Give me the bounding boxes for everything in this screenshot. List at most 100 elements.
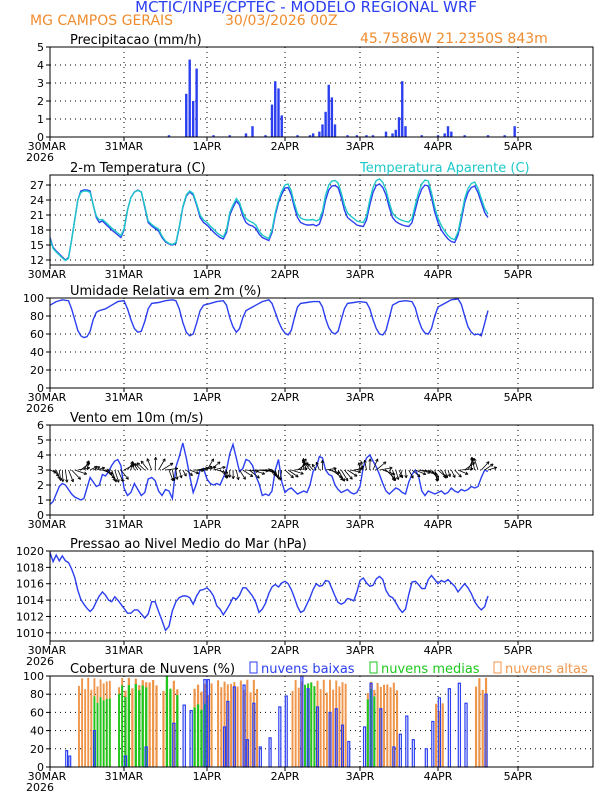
wind-arrow <box>450 469 456 478</box>
wind-arrow <box>222 469 228 479</box>
cloud-bar-medias <box>138 690 141 767</box>
y-tick-label: 15 <box>30 239 44 252</box>
wind-arrow-head <box>86 460 91 464</box>
precip-bar <box>463 135 466 137</box>
wind-arrow <box>418 469 431 474</box>
x-tick-label: 5APR <box>504 770 533 783</box>
wind-arrow-head <box>101 466 106 470</box>
x-tick-label: 5APR <box>504 644 533 657</box>
cloud-bar-medias <box>304 684 306 767</box>
cloud-bar-altas <box>325 692 328 767</box>
precip-bar <box>212 135 215 137</box>
legend-swatch <box>493 661 502 674</box>
cloud-bar-medias <box>307 683 310 767</box>
wind-arrow <box>52 469 60 477</box>
precip-bar <box>188 59 191 137</box>
wind-arrow-head <box>303 458 307 462</box>
x-tick-label: 31MAR <box>105 391 144 404</box>
cloud-bar-medias <box>310 682 313 767</box>
x-tick-label: 3APR <box>346 140 375 153</box>
wind-arrow-head <box>261 471 266 475</box>
wind-arrow-head <box>278 477 283 481</box>
x-tick-label: 5APR <box>504 140 533 153</box>
wind-arrow <box>447 469 451 477</box>
cloud-bar-medias <box>134 684 137 767</box>
wind-arrow-head <box>435 478 439 482</box>
wind-arrow-head <box>359 461 364 465</box>
legend-label: nuvens medias <box>381 662 480 677</box>
precip-bar <box>274 81 277 137</box>
wind-arrow-head <box>120 478 124 482</box>
cloud-bar-baixas <box>411 739 415 768</box>
cloud-bar-altas <box>90 689 93 767</box>
legend-swatch <box>249 661 258 674</box>
wind-arrow <box>61 469 64 482</box>
wind-arrow <box>379 467 393 471</box>
wind-arrow <box>216 469 228 474</box>
wind-arrow <box>203 466 217 471</box>
wind-arrow <box>185 469 193 476</box>
wind-arrow <box>193 469 205 471</box>
precip-bar <box>191 101 195 137</box>
x-tick-label: 3APR <box>346 770 375 783</box>
x-tick-label: 3APR <box>346 518 375 531</box>
panel-precip: 0 1 2 3 4 5 30MAR 31MAR 1APR 2APR 3APR 4APR 5APR 2026… <box>26 33 594 164</box>
legend-label: nuvens baixas <box>261 662 355 677</box>
wind-arrow <box>55 469 61 480</box>
wind-arrow-head <box>249 473 254 477</box>
cloud-bar-altas <box>256 689 259 767</box>
wind-arrow <box>239 469 246 480</box>
plot-frame <box>49 46 594 138</box>
x-tick-label: 3APR <box>346 644 375 657</box>
wind-arrow-head <box>195 471 200 475</box>
wind-arrow <box>68 469 74 483</box>
wind-arrow <box>399 469 403 478</box>
wind-arrow <box>440 469 447 479</box>
cloud-bar-altas <box>322 679 325 767</box>
y-tick-label: 20 <box>30 743 44 756</box>
wind-arrow-head <box>349 476 353 480</box>
y-tick-label: 100 <box>23 670 44 683</box>
cloud-bar-altas <box>319 689 322 767</box>
x-tick-label: 30MAR <box>28 770 67 783</box>
cloud-bar-altas <box>291 690 294 767</box>
panel-temp: 12 15 18 21 24 27 30MAR 31MAR 1APR 2APR 3APR 4APR 5A… <box>28 161 594 281</box>
cloud-bar-medias <box>373 696 376 767</box>
cloud-bar-altas <box>294 680 297 767</box>
wind-arrow-head <box>172 477 176 481</box>
precip-bar <box>404 126 407 137</box>
cloud-bar-altas <box>230 683 233 767</box>
cloud-bar-baixas <box>457 682 462 768</box>
wind-arrow-head <box>410 475 414 479</box>
cloud-bar-altas <box>316 680 319 767</box>
cloud-bar-medias <box>105 698 108 767</box>
precip-bar <box>228 135 231 137</box>
cloud-bar-altas <box>376 682 379 767</box>
precip-bar <box>394 129 397 137</box>
wind-arrow-head <box>140 460 144 464</box>
wind-arrow <box>199 466 213 471</box>
cloud-bar-altas <box>78 685 80 767</box>
x-tick-label: 30MAR <box>28 391 67 404</box>
precip-bar <box>446 126 450 137</box>
wind-arrow-head <box>125 476 129 480</box>
cloud-bar-altas <box>220 687 223 767</box>
x-tick-label: 4APR <box>424 770 453 783</box>
precip-bar <box>397 117 401 137</box>
wind-arrow-head <box>169 462 174 466</box>
cloud-bar-medias <box>176 695 179 767</box>
wind-arrow <box>172 469 175 481</box>
legend-aparente: Temperatura Aparente (C) <box>359 161 530 176</box>
cloud-bar-altas <box>217 680 220 767</box>
precip-bar <box>280 115 283 137</box>
y-tick-label: 0 <box>37 509 44 522</box>
x-tick-label: 1APR <box>193 644 222 657</box>
wind-arrow-head <box>404 475 408 479</box>
cloud-bar-baixas <box>464 702 468 768</box>
wind-arrow <box>136 462 146 471</box>
cloud-bar-altas <box>441 703 444 767</box>
precip-bar <box>296 135 299 137</box>
wind-arrow-head <box>307 463 311 467</box>
panel-title-rh: Umidade Relativa em 2m (%) <box>70 284 261 299</box>
wind-arrow-head <box>375 458 379 462</box>
